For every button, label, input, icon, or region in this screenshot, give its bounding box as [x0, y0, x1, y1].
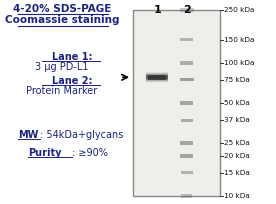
Text: 3 μg PD-L1: 3 μg PD-L1	[35, 62, 89, 72]
Bar	[146, 73, 168, 74]
Bar	[146, 72, 168, 74]
Text: Coomassie staining: Coomassie staining	[5, 15, 119, 25]
Bar	[146, 81, 168, 82]
Bar	[146, 78, 168, 79]
Bar	[146, 79, 168, 80]
Text: 37 kDa: 37 kDa	[224, 117, 249, 123]
Bar	[146, 80, 168, 81]
Bar	[146, 77, 168, 78]
Text: 25 kDa: 25 kDa	[224, 140, 249, 146]
Bar	[146, 74, 168, 75]
Bar	[181, 38, 193, 41]
Bar	[181, 141, 193, 145]
Bar	[146, 75, 168, 76]
Bar	[146, 81, 168, 82]
Bar	[146, 73, 168, 75]
Bar	[146, 74, 168, 75]
Bar	[146, 79, 168, 81]
Bar	[146, 77, 168, 78]
Bar	[146, 76, 168, 78]
Bar	[148, 74, 166, 80]
Bar	[146, 78, 168, 80]
Text: MW: MW	[18, 130, 38, 140]
Bar	[146, 76, 168, 77]
Bar	[146, 75, 168, 76]
Bar	[146, 78, 168, 79]
Text: 1: 1	[153, 5, 161, 15]
Bar	[146, 75, 168, 77]
Text: 15 kDa: 15 kDa	[224, 170, 249, 176]
Bar	[146, 79, 168, 80]
Bar	[146, 74, 168, 76]
Text: 10 kDa: 10 kDa	[224, 193, 249, 199]
Bar	[133, 10, 220, 196]
Bar	[146, 77, 168, 79]
Bar	[146, 80, 168, 82]
Bar	[181, 194, 192, 198]
Bar	[181, 171, 193, 174]
Bar	[146, 78, 168, 79]
Bar	[146, 74, 168, 75]
Text: 100 kDa: 100 kDa	[224, 60, 254, 66]
Bar	[146, 72, 168, 73]
Text: 50 kDa: 50 kDa	[224, 100, 249, 106]
Text: : 54kDa+glycans: : 54kDa+glycans	[40, 130, 123, 140]
Text: 2: 2	[183, 5, 191, 15]
Bar	[146, 79, 168, 80]
Bar	[146, 75, 168, 76]
Bar	[146, 76, 168, 78]
Bar	[146, 73, 168, 74]
Text: Lane 1:: Lane 1:	[52, 52, 92, 62]
Bar	[181, 61, 193, 65]
Bar	[146, 81, 168, 83]
Text: Lane 2:: Lane 2:	[52, 76, 92, 86]
Text: : ≥90%: : ≥90%	[72, 148, 108, 158]
Text: Purity: Purity	[28, 148, 62, 158]
Bar	[180, 78, 194, 81]
Bar	[181, 101, 193, 105]
Bar	[146, 72, 168, 73]
Text: 250 kDa: 250 kDa	[224, 7, 254, 13]
Bar	[146, 80, 168, 81]
Bar	[181, 119, 193, 122]
Bar	[146, 80, 168, 81]
Bar	[180, 8, 194, 12]
Text: 150 kDa: 150 kDa	[224, 37, 254, 42]
Bar	[146, 81, 168, 82]
Bar	[146, 76, 168, 77]
Bar	[146, 82, 168, 83]
Text: 4-20% SDS-PAGE: 4-20% SDS-PAGE	[13, 4, 111, 14]
Text: 20 kDa: 20 kDa	[224, 153, 249, 159]
Bar	[146, 72, 168, 73]
Bar	[146, 73, 168, 74]
Text: 75 kDa: 75 kDa	[224, 76, 249, 83]
Bar	[181, 154, 193, 158]
Text: Protein Marker: Protein Marker	[26, 86, 98, 96]
